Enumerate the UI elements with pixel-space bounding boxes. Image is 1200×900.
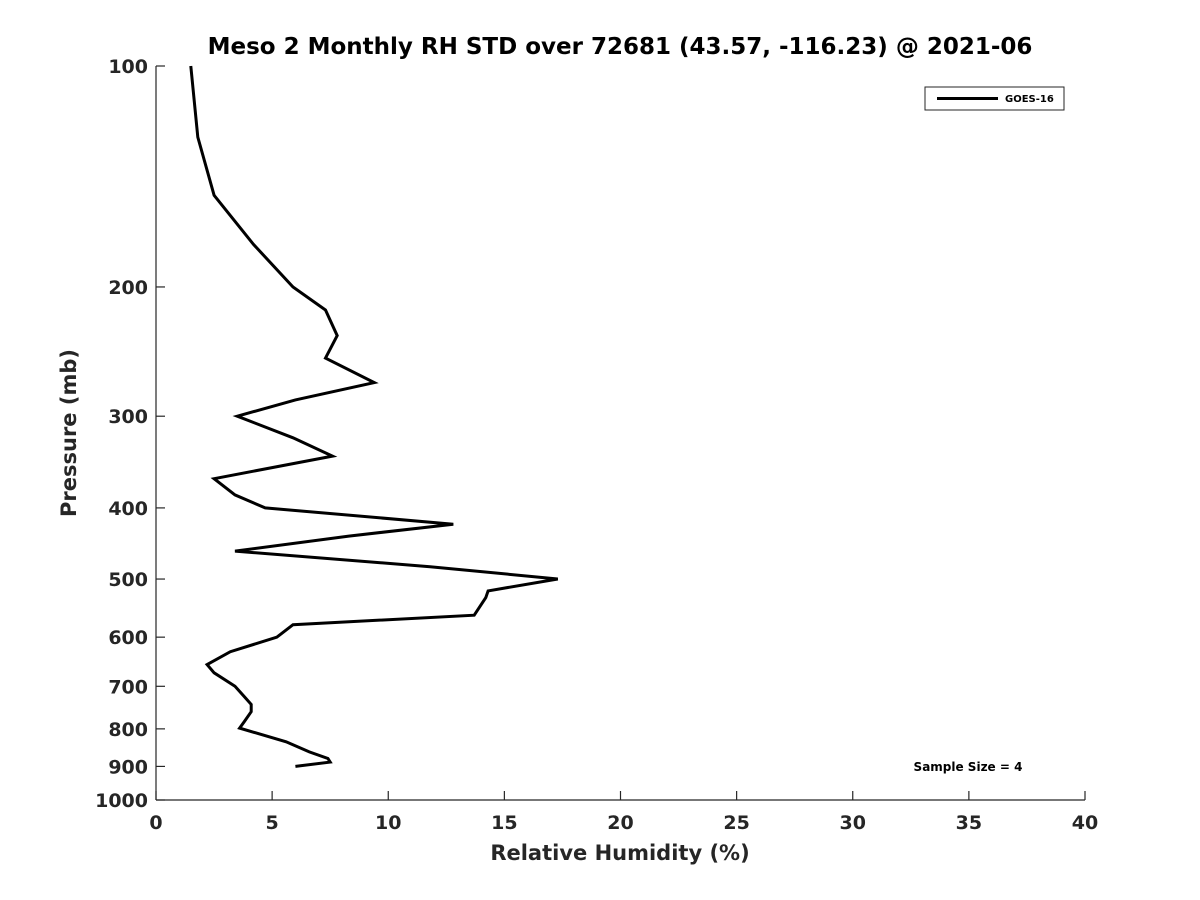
x-tick-label: 0 [149, 812, 162, 834]
x-axis-label: Relative Humidity (%) [490, 841, 749, 865]
y-tick-label: 200 [108, 277, 148, 299]
y-tick-label: 600 [108, 627, 148, 649]
sample-size-annotation: Sample Size = 4 [914, 760, 1023, 774]
y-tick-label: 400 [108, 498, 148, 520]
y-tick-label: 1000 [95, 790, 148, 812]
y-tick-label: 300 [108, 406, 148, 428]
y-tick-label: 900 [108, 756, 148, 778]
x-tick-label: 5 [266, 812, 279, 834]
x-tick-label: 40 [1072, 812, 1098, 834]
x-axis: 0 5 10 15 20 25 30 35 40 [149, 791, 1098, 834]
y-tick-label: 800 [108, 719, 148, 741]
x-tick-label: 20 [607, 812, 633, 834]
series-line-goes-16 [189, 65, 559, 768]
y-tick-label: 700 [108, 676, 148, 698]
y-tick-label: 500 [108, 569, 148, 591]
legend: GOES-16 [924, 86, 1065, 111]
x-tick-label: 10 [375, 812, 401, 834]
plot-area [155, 66, 1085, 801]
y-tick-label: 100 [108, 56, 148, 78]
y-axis: 100 200 300 400 500 600 700 800 900 1000 [95, 56, 165, 812]
legend-entry-goes-16: GOES-16 [1005, 94, 1054, 105]
series-layer [189, 65, 559, 768]
x-tick-label: 35 [956, 812, 982, 834]
x-tick-label: 25 [723, 812, 749, 834]
x-tick-label: 15 [491, 812, 517, 834]
x-tick-label: 30 [840, 812, 866, 834]
chart-title: Meso 2 Monthly RH STD over 72681 (43.57,… [208, 34, 1033, 60]
y-axis-label: Pressure (mb) [57, 349, 81, 517]
